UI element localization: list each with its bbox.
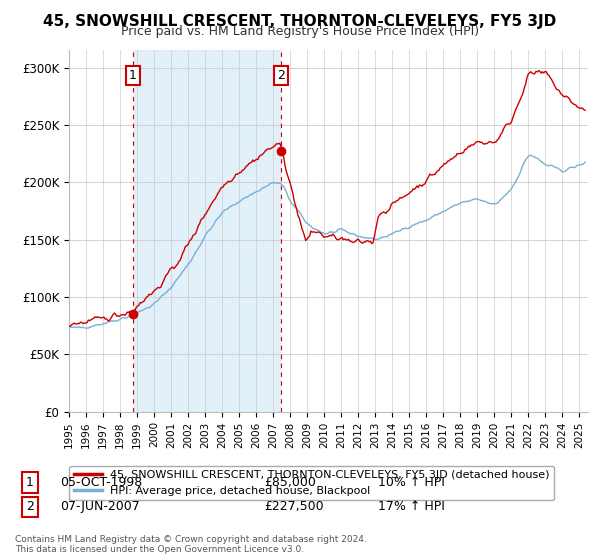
Text: Contains HM Land Registry data © Crown copyright and database right 2024.: Contains HM Land Registry data © Crown c…	[15, 535, 367, 544]
Text: 45, SNOWSHILL CRESCENT, THORNTON-CLEVELEYS, FY5 3JD: 45, SNOWSHILL CRESCENT, THORNTON-CLEVELE…	[43, 14, 557, 29]
Text: 05-OCT-1998: 05-OCT-1998	[60, 476, 142, 489]
Text: 17% ↑ HPI: 17% ↑ HPI	[378, 500, 445, 514]
Text: 1: 1	[26, 476, 34, 489]
Text: £227,500: £227,500	[264, 500, 323, 514]
Text: 2: 2	[26, 500, 34, 514]
Text: Price paid vs. HM Land Registry's House Price Index (HPI): Price paid vs. HM Land Registry's House …	[121, 25, 479, 38]
Text: 2: 2	[277, 69, 285, 82]
Legend: 45, SNOWSHILL CRESCENT, THORNTON-CLEVELEYS, FY5 3JD (detached house), HPI: Avera: 45, SNOWSHILL CRESCENT, THORNTON-CLEVELE…	[70, 466, 554, 501]
Text: This data is licensed under the Open Government Licence v3.0.: This data is licensed under the Open Gov…	[15, 544, 304, 554]
Text: £85,000: £85,000	[264, 476, 316, 489]
Text: 07-JUN-2007: 07-JUN-2007	[60, 500, 140, 514]
Text: 1: 1	[129, 69, 137, 82]
Text: 10% ↑ HPI: 10% ↑ HPI	[378, 476, 445, 489]
